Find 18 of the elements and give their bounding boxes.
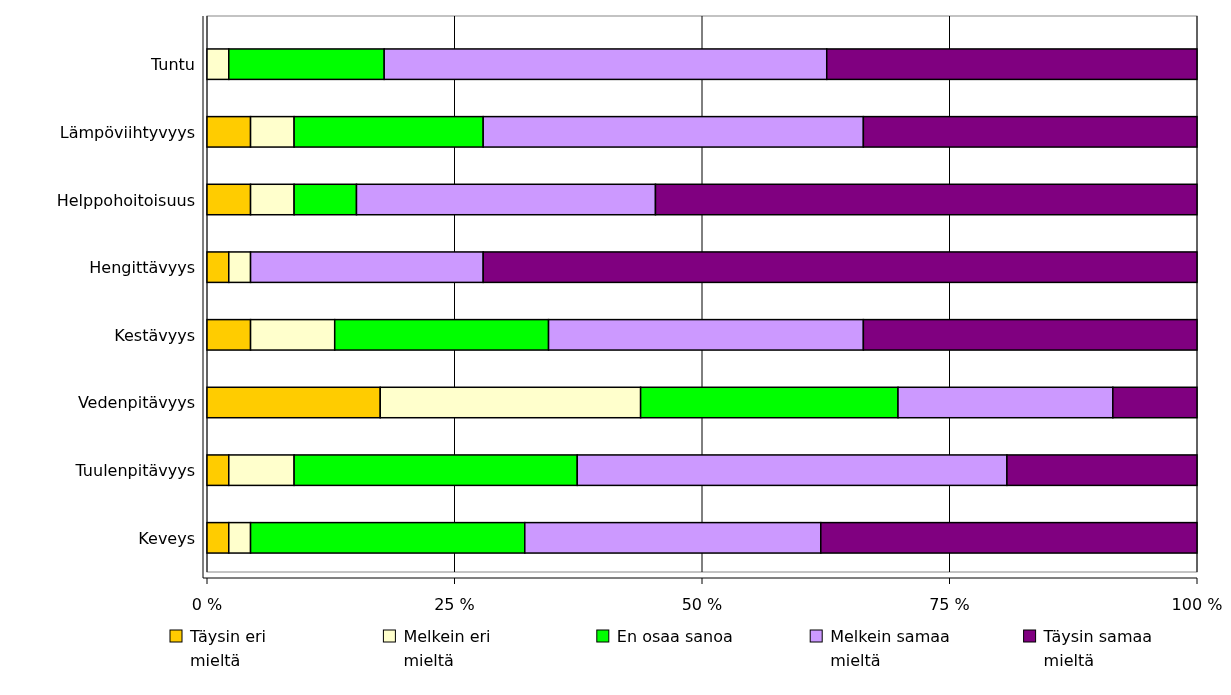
y-tick-label: Hengittävyys [89,258,195,278]
y-tick-label: Lämpöviihtyvyys [59,122,195,142]
x-tick-label: 50 % [681,595,723,614]
legend-label: Täysin samaa mieltä [1042,627,1153,670]
y-tick-label: Tuntu [149,55,195,75]
y-tick-label: Vedenpitävyys [77,393,195,413]
legend-label: Melkein eri mieltä [403,627,491,670]
y-tick-label: Helppohoitoisuus [56,190,195,210]
legend-label: Melkein samaa mieltä [830,627,950,670]
legend-label: Täysin eri mieltä [189,627,267,670]
y-tick-label: Tuulenpitävyys [74,461,195,481]
x-tick-label: 75 % [929,595,970,614]
y-tick-label: Keveys [138,528,195,548]
legend-label: En osaa sanoa [616,627,733,646]
x-tick-label: 0 % [191,595,223,614]
x-tick-label: 25 % [434,595,475,614]
y-tick-label: Kestävyys [114,325,195,345]
x-tick-label: 100 % [1171,595,1223,614]
